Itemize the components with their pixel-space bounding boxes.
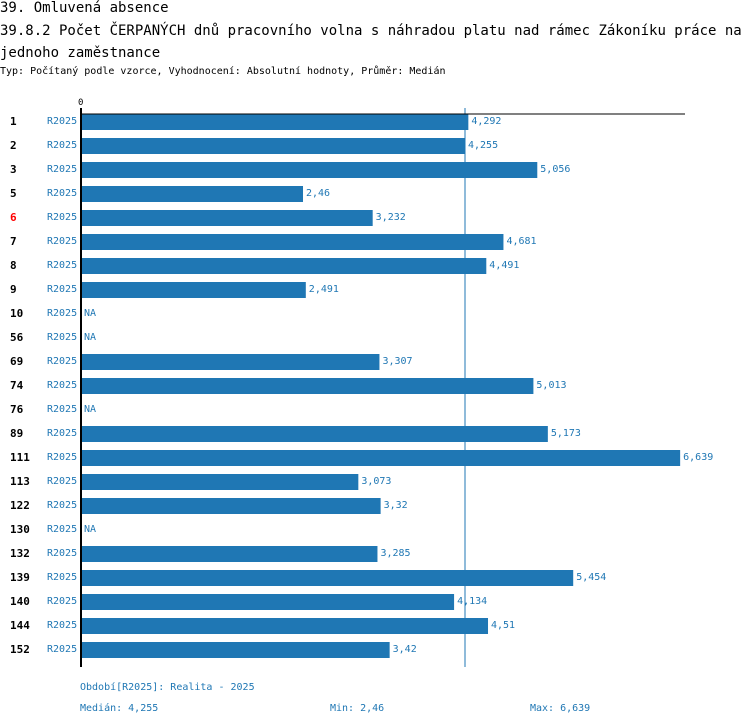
bar-6 bbox=[81, 210, 373, 226]
bar-8 bbox=[81, 258, 487, 274]
value-label: 3,232 bbox=[375, 212, 406, 223]
row-label: 113 bbox=[10, 475, 30, 488]
bar-122 bbox=[81, 498, 381, 514]
period-label: R2025 bbox=[47, 236, 78, 247]
period-label: R2025 bbox=[47, 116, 78, 127]
period-label: R2025 bbox=[47, 164, 78, 175]
row-label: 5 bbox=[10, 187, 17, 200]
row-label: 3 bbox=[10, 163, 17, 176]
period-label: R2025 bbox=[47, 500, 78, 511]
chart-subtitle: Typ: Počítaný podle vzorce, Vyhodnocení:… bbox=[0, 66, 446, 77]
row-label: 56 bbox=[10, 331, 24, 344]
max-summary: Max: 6,639 bbox=[530, 703, 591, 714]
period-label: R2025 bbox=[47, 596, 78, 607]
bar-9 bbox=[81, 282, 306, 298]
value-label: NA bbox=[84, 524, 97, 535]
period-note: Období[R2025]: Realita - 2025 bbox=[80, 682, 255, 693]
period-label: R2025 bbox=[47, 548, 78, 559]
period-label: R2025 bbox=[47, 188, 78, 199]
value-label: 4,292 bbox=[471, 116, 502, 127]
row-label: 152 bbox=[10, 643, 30, 656]
period-label: R2025 bbox=[47, 644, 78, 655]
row-label: 8 bbox=[10, 259, 17, 272]
row-label: 1 bbox=[10, 115, 17, 128]
value-label: 4,51 bbox=[491, 620, 516, 631]
value-label: NA bbox=[84, 332, 97, 343]
value-label: 2,491 bbox=[308, 284, 339, 295]
value-label: 4,681 bbox=[506, 236, 537, 247]
bar-7 bbox=[81, 234, 504, 250]
bar-89 bbox=[81, 426, 548, 442]
row-label: 76 bbox=[10, 403, 24, 416]
period-label: R2025 bbox=[47, 260, 78, 271]
value-label: 3,307 bbox=[382, 356, 413, 367]
bar-111 bbox=[81, 450, 681, 466]
bar-140 bbox=[81, 594, 455, 610]
min-summary: Min: 2,46 bbox=[330, 703, 385, 714]
row-label: 122 bbox=[10, 499, 30, 512]
axis-zero-label: 0 bbox=[78, 98, 84, 108]
bar-144 bbox=[81, 618, 489, 634]
period-label: R2025 bbox=[47, 524, 78, 535]
row-label: 111 bbox=[10, 451, 30, 464]
bar-74 bbox=[81, 378, 534, 394]
section-title: 39. Omluvená absence bbox=[0, 0, 169, 16]
bar-3 bbox=[81, 162, 538, 178]
row-label: 2 bbox=[10, 139, 17, 152]
row-label: 74 bbox=[10, 379, 24, 392]
bar-152 bbox=[81, 642, 390, 658]
value-label: 4,255 bbox=[468, 140, 499, 151]
bar-1 bbox=[81, 114, 469, 130]
bar-139 bbox=[81, 570, 574, 586]
value-label: 3,285 bbox=[380, 548, 411, 559]
value-label: 5,013 bbox=[536, 380, 567, 391]
period-label: R2025 bbox=[47, 332, 78, 343]
value-label: 4,491 bbox=[489, 260, 520, 271]
value-label: 5,056 bbox=[540, 164, 571, 175]
chart-title: 39.8.2 Počet ČERPANÝCH dnů pracovního vo… bbox=[0, 23, 742, 61]
value-label: 5,454 bbox=[576, 572, 607, 583]
row-label: 144 bbox=[10, 619, 30, 632]
row-label: 130 bbox=[10, 523, 30, 536]
row-label: 140 bbox=[10, 595, 30, 608]
row-label: 9 bbox=[10, 283, 17, 296]
period-label: R2025 bbox=[47, 572, 78, 583]
bar-69 bbox=[81, 354, 380, 370]
period-label: R2025 bbox=[47, 404, 78, 415]
bar-5 bbox=[81, 186, 304, 202]
value-label: 3,42 bbox=[392, 644, 417, 655]
period-label: R2025 bbox=[47, 284, 78, 295]
row-label: 69 bbox=[10, 355, 24, 368]
period-label: R2025 bbox=[47, 212, 78, 223]
row-label: 132 bbox=[10, 547, 30, 560]
median-summary: Medián: 4,255 bbox=[80, 703, 159, 714]
row-label: 7 bbox=[10, 235, 17, 248]
period-label: R2025 bbox=[47, 476, 78, 487]
period-label: R2025 bbox=[47, 380, 78, 391]
row-label: 89 bbox=[10, 427, 24, 440]
period-label: R2025 bbox=[47, 620, 78, 631]
value-label: 6,639 bbox=[683, 452, 714, 463]
bar-132 bbox=[81, 546, 378, 562]
value-label: NA bbox=[84, 308, 97, 319]
value-label: 5,173 bbox=[550, 428, 581, 439]
period-label: R2025 bbox=[47, 428, 78, 439]
period-label: R2025 bbox=[47, 356, 78, 367]
row-label: 139 bbox=[10, 571, 30, 584]
row-label: 6 bbox=[10, 211, 17, 224]
value-label: 4,134 bbox=[457, 596, 488, 607]
period-label: R2025 bbox=[47, 308, 78, 319]
period-label: R2025 bbox=[47, 452, 78, 463]
bar-2 bbox=[81, 138, 465, 154]
value-label: 2,46 bbox=[306, 188, 331, 199]
value-label: NA bbox=[84, 404, 97, 415]
period-label: R2025 bbox=[47, 140, 78, 151]
row-label: 10 bbox=[10, 307, 24, 320]
value-label: 3,073 bbox=[361, 476, 392, 487]
bar-113 bbox=[81, 474, 359, 490]
value-label: 3,32 bbox=[383, 500, 408, 511]
